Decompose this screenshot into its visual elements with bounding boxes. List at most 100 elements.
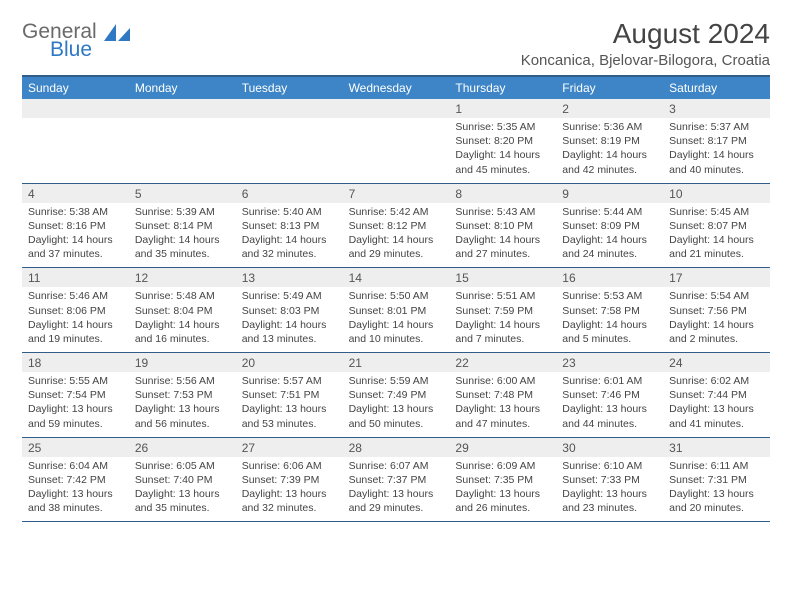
day-info: Sunrise: 5:57 AM Sunset: 7:51 PM Dayligh… — [236, 372, 343, 437]
day-number — [236, 99, 343, 118]
day-number: 19 — [129, 353, 236, 372]
day-info: Sunrise: 6:02 AM Sunset: 7:44 PM Dayligh… — [663, 372, 770, 437]
day-number: 23 — [556, 353, 663, 372]
day-info-row: Sunrise: 6:04 AM Sunset: 7:42 PM Dayligh… — [22, 457, 770, 522]
day-info: Sunrise: 5:51 AM Sunset: 7:59 PM Dayligh… — [449, 287, 556, 352]
day-header: Saturday — [663, 77, 770, 99]
day-info: Sunrise: 5:45 AM Sunset: 8:07 PM Dayligh… — [663, 203, 770, 268]
day-info: Sunrise: 6:07 AM Sunset: 7:37 PM Dayligh… — [343, 457, 450, 522]
calendar-week: 18192021222324Sunrise: 5:55 AM Sunset: 7… — [22, 352, 770, 437]
day-info-row: Sunrise: 5:55 AM Sunset: 7:54 PM Dayligh… — [22, 372, 770, 437]
day-info — [343, 118, 450, 183]
day-number: 1 — [449, 99, 556, 118]
day-header: Wednesday — [343, 77, 450, 99]
day-number: 17 — [663, 268, 770, 287]
day-number: 25 — [22, 438, 129, 457]
day-info-row: Sunrise: 5:46 AM Sunset: 8:06 PM Dayligh… — [22, 287, 770, 352]
day-number: 4 — [22, 184, 129, 203]
day-number: 18 — [22, 353, 129, 372]
title-block: August 2024 Koncanica, Bjelovar-Bilogora… — [521, 18, 770, 69]
day-info: Sunrise: 5:55 AM Sunset: 7:54 PM Dayligh… — [22, 372, 129, 437]
calendar-body: 123Sunrise: 5:35 AM Sunset: 8:20 PM Dayl… — [22, 99, 770, 521]
day-info: Sunrise: 5:50 AM Sunset: 8:01 PM Dayligh… — [343, 287, 450, 352]
day-info: Sunrise: 5:53 AM Sunset: 7:58 PM Dayligh… — [556, 287, 663, 352]
day-info-row: Sunrise: 5:35 AM Sunset: 8:20 PM Dayligh… — [22, 118, 770, 183]
day-number: 22 — [449, 353, 556, 372]
logo-text-blue: Blue — [50, 38, 92, 62]
day-number: 26 — [129, 438, 236, 457]
day-header: Sunday — [22, 77, 129, 99]
day-info: Sunrise: 5:59 AM Sunset: 7:49 PM Dayligh… — [343, 372, 450, 437]
day-info: Sunrise: 5:49 AM Sunset: 8:03 PM Dayligh… — [236, 287, 343, 352]
day-number-row: 11121314151617 — [22, 268, 770, 287]
calendar-page: General Blue August 2024 Koncanica, Bjel… — [0, 0, 792, 532]
day-info: Sunrise: 5:42 AM Sunset: 8:12 PM Dayligh… — [343, 203, 450, 268]
day-info: Sunrise: 6:11 AM Sunset: 7:31 PM Dayligh… — [663, 457, 770, 522]
day-info: Sunrise: 6:01 AM Sunset: 7:46 PM Dayligh… — [556, 372, 663, 437]
day-number: 6 — [236, 184, 343, 203]
day-info — [236, 118, 343, 183]
day-number: 28 — [343, 438, 450, 457]
day-info: Sunrise: 6:00 AM Sunset: 7:48 PM Dayligh… — [449, 372, 556, 437]
day-number: 21 — [343, 353, 450, 372]
day-info: Sunrise: 5:54 AM Sunset: 7:56 PM Dayligh… — [663, 287, 770, 352]
logo-sail-icon — [104, 24, 134, 42]
day-number: 27 — [236, 438, 343, 457]
day-info: Sunrise: 5:38 AM Sunset: 8:16 PM Dayligh… — [22, 203, 129, 268]
day-number: 12 — [129, 268, 236, 287]
day-info: Sunrise: 6:10 AM Sunset: 7:33 PM Dayligh… — [556, 457, 663, 522]
day-number: 13 — [236, 268, 343, 287]
day-info: Sunrise: 5:35 AM Sunset: 8:20 PM Dayligh… — [449, 118, 556, 183]
calendar-week: 123Sunrise: 5:35 AM Sunset: 8:20 PM Dayl… — [22, 99, 770, 183]
day-number: 5 — [129, 184, 236, 203]
day-number: 8 — [449, 184, 556, 203]
day-info: Sunrise: 5:37 AM Sunset: 8:17 PM Dayligh… — [663, 118, 770, 183]
day-info: Sunrise: 6:09 AM Sunset: 7:35 PM Dayligh… — [449, 457, 556, 522]
day-header: Tuesday — [236, 77, 343, 99]
day-info: Sunrise: 6:04 AM Sunset: 7:42 PM Dayligh… — [22, 457, 129, 522]
day-info: Sunrise: 5:44 AM Sunset: 8:09 PM Dayligh… — [556, 203, 663, 268]
day-number: 29 — [449, 438, 556, 457]
day-number: 16 — [556, 268, 663, 287]
day-number: 10 — [663, 184, 770, 203]
day-number: 11 — [22, 268, 129, 287]
day-number: 31 — [663, 438, 770, 457]
calendar: SundayMondayTuesdayWednesdayThursdayFrid… — [22, 75, 770, 522]
calendar-week: 45678910Sunrise: 5:38 AM Sunset: 8:16 PM… — [22, 183, 770, 268]
calendar-week: 25262728293031 Sunrise: 6:04 AM Sunset: 7… — [22, 437, 770, 522]
day-info — [129, 118, 236, 183]
day-info: Sunrise: 5:56 AM Sunset: 7:53 PM Dayligh… — [129, 372, 236, 437]
day-info: Sunrise: 5:39 AM Sunset: 8:14 PM Dayligh… — [129, 203, 236, 268]
day-number: 9 — [556, 184, 663, 203]
day-info-row: Sunrise: 5:38 AM Sunset: 8:16 PM Dayligh… — [22, 203, 770, 268]
day-info: Sunrise: 5:46 AM Sunset: 8:06 PM Dayligh… — [22, 287, 129, 352]
page-title: August 2024 — [521, 18, 770, 50]
day-number — [343, 99, 450, 118]
day-info: Sunrise: 5:43 AM Sunset: 8:10 PM Dayligh… — [449, 203, 556, 268]
day-number: 3 — [663, 99, 770, 118]
header: General Blue August 2024 Koncanica, Bjel… — [22, 18, 770, 69]
day-number-row: 45678910 — [22, 184, 770, 203]
day-header: Monday — [129, 77, 236, 99]
day-number: 20 — [236, 353, 343, 372]
day-info: Sunrise: 5:48 AM Sunset: 8:04 PM Dayligh… — [129, 287, 236, 352]
day-info: Sunrise: 6:05 AM Sunset: 7:40 PM Dayligh… — [129, 457, 236, 522]
day-info — [22, 118, 129, 183]
day-number — [129, 99, 236, 118]
day-number: 30 — [556, 438, 663, 457]
day-header: Friday — [556, 77, 663, 99]
page-subtitle: Koncanica, Bjelovar-Bilogora, Croatia — [521, 52, 770, 69]
day-header: Thursday — [449, 77, 556, 99]
day-number: 7 — [343, 184, 450, 203]
day-number — [22, 99, 129, 118]
logo: General Blue — [22, 18, 142, 62]
day-info: Sunrise: 5:36 AM Sunset: 8:19 PM Dayligh… — [556, 118, 663, 183]
calendar-day-headers: SundayMondayTuesdayWednesdayThursdayFrid… — [22, 77, 770, 99]
day-number: 14 — [343, 268, 450, 287]
day-number: 2 — [556, 99, 663, 118]
day-info: Sunrise: 5:40 AM Sunset: 8:13 PM Dayligh… — [236, 203, 343, 268]
day-number: 24 — [663, 353, 770, 372]
day-number-row: 18192021222324 — [22, 353, 770, 372]
calendar-week: 11121314151617Sunrise: 5:46 AM Sunset: 8… — [22, 267, 770, 352]
day-number-row: 123 — [22, 99, 770, 118]
